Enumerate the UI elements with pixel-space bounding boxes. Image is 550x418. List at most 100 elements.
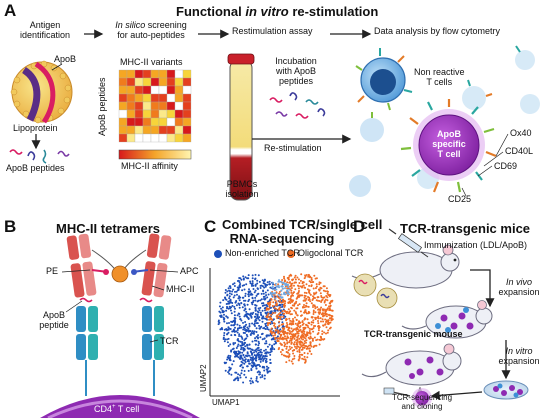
- umap-point: [260, 325, 263, 328]
- umap-point: [222, 316, 225, 319]
- legend-marker-oligoclonal: [287, 250, 295, 258]
- umap-point: [244, 341, 247, 344]
- umap-point: [303, 291, 306, 294]
- umap-point: [255, 348, 258, 351]
- umap-point: [240, 302, 243, 304]
- umap-point: [255, 354, 258, 357]
- umap-point: [268, 318, 270, 321]
- umap-point: [251, 380, 254, 383]
- umap-point: [318, 283, 321, 286]
- umap-point: [295, 307, 298, 310]
- umap-point: [219, 301, 222, 304]
- umap-point: [310, 277, 313, 279]
- heatmap-cell: [174, 85, 184, 95]
- umap-point: [295, 328, 298, 331]
- umap-point: [220, 327, 223, 330]
- umap-point: [323, 331, 326, 334]
- umap-point: [249, 333, 252, 336]
- umap-point: [244, 361, 247, 363]
- umap-point: [326, 322, 329, 325]
- umap-point: [292, 320, 295, 323]
- umap-point: [255, 335, 258, 338]
- umap-point: [296, 339, 299, 342]
- receptor-spikes: [355, 45, 521, 118]
- umap-point: [263, 317, 265, 320]
- umap-point: [274, 334, 277, 336]
- umap-point: [268, 283, 271, 286]
- umap-point: [262, 302, 265, 305]
- umap-point: [301, 348, 304, 351]
- umap-point: [279, 342, 282, 345]
- umap-point: [283, 275, 285, 278]
- umap-point: [311, 299, 314, 301]
- umap-point: [256, 293, 259, 296]
- umap-point: [274, 329, 277, 332]
- umap-point: [329, 294, 332, 296]
- umap-point: [236, 331, 239, 334]
- umap-point: [258, 324, 261, 327]
- umap-point: [293, 309, 296, 312]
- umap-point: [299, 285, 302, 288]
- heatmap-cell: [182, 125, 192, 135]
- panel-a-letter: A: [4, 1, 17, 20]
- umap-point: [251, 353, 253, 356]
- heatmap-cell: [182, 133, 192, 143]
- umap-point: [237, 353, 240, 356]
- umap-point: [330, 317, 333, 320]
- umap-point: [323, 300, 326, 303]
- umap-point: [327, 320, 329, 323]
- umap-point: [295, 281, 297, 284]
- umap-point: [287, 298, 290, 301]
- umap-point: [246, 365, 249, 368]
- umap-point: [223, 334, 226, 337]
- umap-point: [269, 321, 272, 324]
- umap-point: [259, 371, 261, 374]
- umap-point: [303, 277, 306, 280]
- umap-point: [283, 341, 286, 344]
- umap-point: [289, 319, 292, 322]
- lipoprotein-icon: [10, 60, 73, 124]
- umap-point: [274, 297, 277, 300]
- umap-point: [239, 364, 242, 367]
- umap-point: [314, 318, 317, 321]
- umap-point: [324, 309, 327, 312]
- umap-point: [285, 355, 288, 358]
- umap-point: [248, 362, 251, 365]
- umap-point: [247, 290, 250, 293]
- umap-point: [233, 379, 235, 382]
- umap-point: [247, 358, 250, 361]
- umap-point: [228, 359, 231, 362]
- marker-cd69: CD69: [494, 161, 518, 171]
- umap-point: [243, 343, 245, 346]
- umap-point: [288, 353, 291, 356]
- umap-point: [238, 315, 241, 318]
- umap-point: [290, 330, 293, 333]
- umap-point: [296, 324, 299, 327]
- heatmap-cell: [174, 125, 184, 135]
- umap-point: [274, 304, 277, 307]
- umap-point: [300, 336, 303, 339]
- umap-point: [257, 317, 260, 320]
- umap-point: [263, 369, 266, 372]
- umap-point: [271, 338, 274, 340]
- umap-point: [267, 351, 270, 354]
- umap-point: [315, 283, 318, 286]
- incubation-peptides-icon: [269, 92, 326, 119]
- umap-point: [297, 287, 300, 290]
- umap-point: [305, 312, 308, 315]
- umap-point: [241, 296, 244, 299]
- umap-point: [236, 323, 239, 326]
- umap-point: [241, 357, 244, 360]
- umap-point: [294, 311, 297, 314]
- tcr-transgenic-mouse-icon: [361, 343, 462, 386]
- umap-point: [265, 324, 267, 327]
- umap-point: [247, 293, 250, 296]
- umap-point: [234, 342, 237, 344]
- umap-point: [302, 346, 304, 349]
- umap-point: [263, 337, 266, 340]
- umap-point: [239, 355, 242, 357]
- umap-point: [256, 310, 259, 313]
- heatmap-cell: [174, 77, 184, 87]
- umap-point: [242, 354, 245, 357]
